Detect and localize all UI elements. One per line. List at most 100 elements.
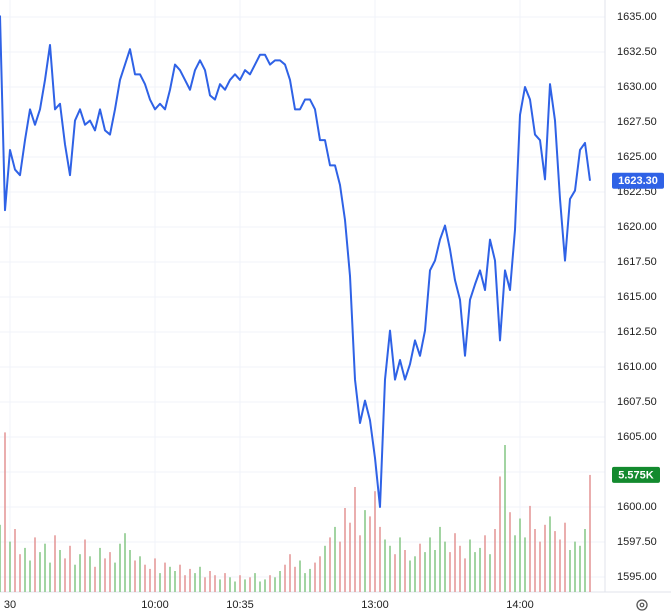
y-tick-label: 1620.00 bbox=[617, 221, 657, 233]
volume-bar bbox=[434, 550, 436, 592]
volume-bar bbox=[364, 510, 366, 592]
volume-bar bbox=[249, 577, 251, 592]
volume-bar bbox=[189, 568, 191, 592]
settings-icon-core[interactable] bbox=[639, 602, 645, 608]
volume-bar bbox=[394, 554, 396, 592]
volume-bar bbox=[9, 541, 11, 592]
volume-bar bbox=[474, 552, 476, 592]
volume-bar bbox=[409, 560, 411, 592]
volume-bar bbox=[259, 581, 261, 592]
volume-bar bbox=[214, 575, 216, 592]
volume-bar bbox=[109, 552, 111, 592]
volume-bar bbox=[184, 575, 186, 592]
volume-bar bbox=[354, 487, 356, 592]
volume-bar bbox=[144, 564, 146, 592]
volume-bar bbox=[139, 556, 141, 592]
volume-bar bbox=[244, 579, 246, 592]
y-tick-label: 1595.00 bbox=[617, 571, 657, 583]
volume-bar bbox=[534, 529, 536, 592]
volume-bar bbox=[134, 560, 136, 592]
volume-bar bbox=[399, 537, 401, 592]
volume-bar bbox=[39, 552, 41, 592]
y-tick-label: 1630.00 bbox=[617, 81, 657, 93]
y-tick-label: 1617.50 bbox=[617, 256, 657, 268]
volume-bar bbox=[439, 526, 441, 592]
volume-bar bbox=[304, 573, 306, 592]
volume-bar bbox=[559, 539, 561, 592]
volume-bar bbox=[34, 537, 36, 592]
volume-bar bbox=[274, 577, 276, 592]
volume-bar bbox=[54, 535, 56, 592]
volume-bar bbox=[279, 571, 281, 592]
volume-bar bbox=[79, 554, 81, 592]
volume-bar bbox=[384, 539, 386, 592]
volume-bar bbox=[164, 562, 166, 592]
volume-bar bbox=[359, 535, 361, 592]
volume-bar bbox=[484, 535, 486, 592]
volume-bar bbox=[499, 476, 501, 592]
volume-bar bbox=[174, 571, 176, 592]
volume-bar bbox=[339, 541, 341, 592]
volume-bar bbox=[229, 577, 231, 592]
volume-bar bbox=[469, 539, 471, 592]
volume-bar bbox=[324, 545, 326, 592]
volume-bar bbox=[29, 560, 31, 592]
y-tick-label: 1612.50 bbox=[617, 326, 657, 338]
volume-bar bbox=[219, 579, 221, 592]
volume-bar bbox=[489, 554, 491, 592]
y-tick-label: 1610.00 bbox=[617, 361, 657, 373]
volume-bar bbox=[254, 573, 256, 592]
settings-icon[interactable] bbox=[636, 599, 648, 611]
volume-bar bbox=[0, 524, 1, 592]
volume-bar bbox=[104, 558, 106, 592]
x-tick-label: 13:00 bbox=[361, 599, 389, 611]
volume-bar bbox=[314, 562, 316, 592]
volume-bar bbox=[379, 526, 381, 592]
volume-bar bbox=[424, 552, 426, 592]
settings-icon-ring[interactable] bbox=[636, 599, 648, 611]
volume-bar bbox=[504, 445, 506, 592]
volume-bar bbox=[564, 522, 566, 592]
volume-bar bbox=[289, 554, 291, 592]
volume-bar bbox=[479, 547, 481, 592]
volume-bar bbox=[369, 516, 371, 592]
volume-bar bbox=[509, 512, 511, 592]
volume-bar bbox=[74, 564, 76, 592]
volume-bar bbox=[179, 564, 181, 592]
volume-bar bbox=[89, 556, 91, 592]
volume-bar bbox=[264, 579, 266, 592]
y-tick-label: 1605.00 bbox=[617, 431, 657, 443]
volume-bar bbox=[544, 524, 546, 592]
volume-bar bbox=[204, 577, 206, 592]
last-price-label: 1623.30 bbox=[618, 175, 658, 187]
volume-bar bbox=[129, 550, 131, 592]
volume-bar bbox=[449, 552, 451, 592]
volume-bar bbox=[569, 550, 571, 592]
y-tick-label: 1597.50 bbox=[617, 536, 657, 548]
volume-bar bbox=[294, 566, 296, 592]
y-tick-label: 1607.50 bbox=[617, 396, 657, 408]
y-tick-label: 1600.00 bbox=[617, 501, 657, 513]
volume-bar bbox=[344, 508, 346, 592]
volume-bar bbox=[94, 566, 96, 592]
volume-bar bbox=[459, 545, 461, 592]
x-tick-label: 30 bbox=[4, 599, 16, 611]
volume-bar bbox=[519, 518, 521, 592]
volume-bar bbox=[429, 537, 431, 592]
volume-bar bbox=[209, 571, 211, 592]
last-volume-label: 5.575K bbox=[618, 469, 654, 481]
volume-bar bbox=[119, 543, 121, 592]
volume-bar bbox=[524, 537, 526, 592]
y-tick-label: 1627.50 bbox=[617, 116, 657, 128]
x-tick-label: 10:00 bbox=[141, 599, 169, 611]
volume-bar bbox=[444, 541, 446, 592]
volume-bar bbox=[199, 566, 201, 592]
volume-bar bbox=[419, 543, 421, 592]
volume-bar bbox=[44, 543, 46, 592]
volume-bar bbox=[64, 558, 66, 592]
volume-bar bbox=[69, 545, 71, 592]
volume-bar bbox=[299, 560, 301, 592]
volume-bar bbox=[554, 531, 556, 592]
volume-bar bbox=[49, 562, 51, 592]
volume-bar bbox=[349, 522, 351, 592]
